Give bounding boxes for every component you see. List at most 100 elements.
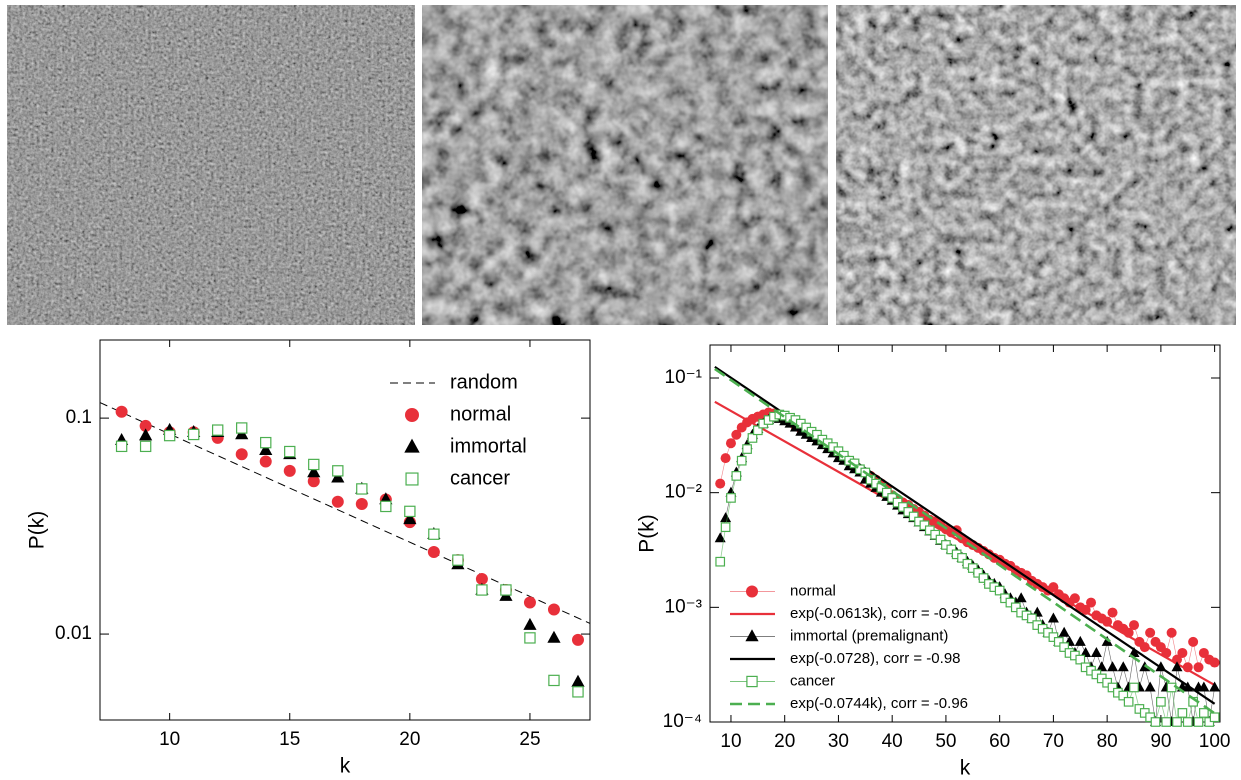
- marker: [332, 465, 344, 477]
- marker: [898, 502, 908, 512]
- marker: [731, 471, 742, 481]
- marker: [978, 573, 989, 583]
- plot-frame: [99, 339, 591, 721]
- micrograph: [422, 5, 828, 325]
- marker: [1144, 681, 1156, 692]
- x-tick-label: 40: [882, 731, 903, 752]
- x-tick-label: 100: [1199, 731, 1231, 752]
- marker: [1090, 646, 1102, 657]
- legend-label: immortal (premalignant): [790, 627, 948, 644]
- marker: [1074, 635, 1086, 646]
- x-tick-label: 30: [828, 731, 849, 752]
- marker: [1182, 717, 1193, 727]
- marker: [211, 424, 224, 436]
- marker: [427, 545, 440, 558]
- marker: [1193, 717, 1204, 727]
- micrograph: [836, 5, 1236, 325]
- y-tick-label: 10⁻³: [665, 596, 703, 617]
- marker: [307, 465, 321, 478]
- marker: [715, 478, 726, 489]
- legend-label: cancer: [790, 672, 835, 689]
- marker: [284, 445, 296, 458]
- marker: [1047, 612, 1059, 623]
- marker: [946, 544, 957, 555]
- marker: [1193, 662, 1204, 673]
- legend-label: normal: [790, 582, 836, 599]
- marker: [720, 512, 732, 523]
- x-tick-label: 15: [279, 729, 300, 750]
- marker: [1101, 635, 1113, 646]
- marker: [1069, 593, 1080, 604]
- marker: [1156, 696, 1166, 707]
- marker: [572, 686, 584, 698]
- x-tick-label: 50: [935, 731, 956, 752]
- y-axis-label: P(k): [636, 514, 659, 553]
- marker: [1123, 696, 1134, 707]
- marker: [523, 596, 536, 609]
- fit-line: [714, 367, 1216, 715]
- marker: [1059, 642, 1070, 652]
- marker: [957, 553, 967, 563]
- marker: [1053, 637, 1064, 647]
- marker: [1096, 661, 1108, 672]
- marker: [742, 444, 752, 454]
- marker: [784, 417, 796, 428]
- marker: [930, 529, 941, 540]
- marker: [523, 617, 537, 630]
- marker: [259, 443, 273, 456]
- marker: [795, 425, 807, 436]
- marker: [307, 475, 320, 488]
- x-axis-label: k: [960, 757, 971, 780]
- marker: [1117, 661, 1129, 672]
- marker: [139, 428, 153, 441]
- marker: [731, 429, 742, 440]
- marker: [547, 603, 560, 616]
- marker: [812, 429, 822, 440]
- marker: [1172, 717, 1182, 727]
- marker: [752, 425, 763, 436]
- marker: [355, 498, 368, 511]
- x-axis-label: k: [340, 755, 351, 778]
- legend-label: cancer: [450, 467, 510, 489]
- marker: [283, 464, 296, 477]
- marker: [1118, 690, 1129, 701]
- y-tick-label: 10⁻²: [665, 482, 703, 503]
- marker: [452, 554, 464, 566]
- marker: [789, 421, 801, 432]
- marker: [1198, 681, 1210, 692]
- marker: [259, 455, 272, 468]
- marker: [476, 584, 488, 596]
- marker: [725, 438, 736, 449]
- marker: [260, 436, 272, 449]
- marker: [428, 528, 440, 540]
- marker: [1166, 627, 1177, 638]
- marker: [1010, 602, 1021, 613]
- fit-line: [714, 400, 1216, 687]
- legend-marker: [746, 675, 758, 688]
- x-tick-label: 20: [774, 731, 795, 752]
- marker: [1161, 717, 1172, 727]
- marker: [720, 522, 731, 533]
- y-tick-label: 0.01: [55, 623, 92, 644]
- marker: [1058, 626, 1070, 637]
- legend-label: normal: [450, 403, 511, 425]
- marker: [548, 674, 560, 687]
- marker: [1107, 682, 1118, 693]
- marker: [994, 585, 1005, 596]
- marker: [973, 567, 984, 578]
- marker: [919, 520, 930, 531]
- legend-label: exp(-0.0728), corr = -0.98: [790, 650, 961, 667]
- marker: [235, 448, 248, 461]
- marker: [308, 458, 320, 471]
- marker: [1199, 708, 1209, 718]
- marker: [1198, 647, 1209, 658]
- marker: [736, 455, 747, 466]
- y-axis-label: P(k): [26, 511, 49, 550]
- legend-marker: [405, 408, 419, 422]
- marker: [115, 405, 128, 418]
- marker: [139, 440, 152, 453]
- marker: [1080, 646, 1092, 657]
- x-tick-label: 10: [159, 729, 180, 750]
- legend-marker: [745, 629, 759, 642]
- marker: [720, 453, 731, 464]
